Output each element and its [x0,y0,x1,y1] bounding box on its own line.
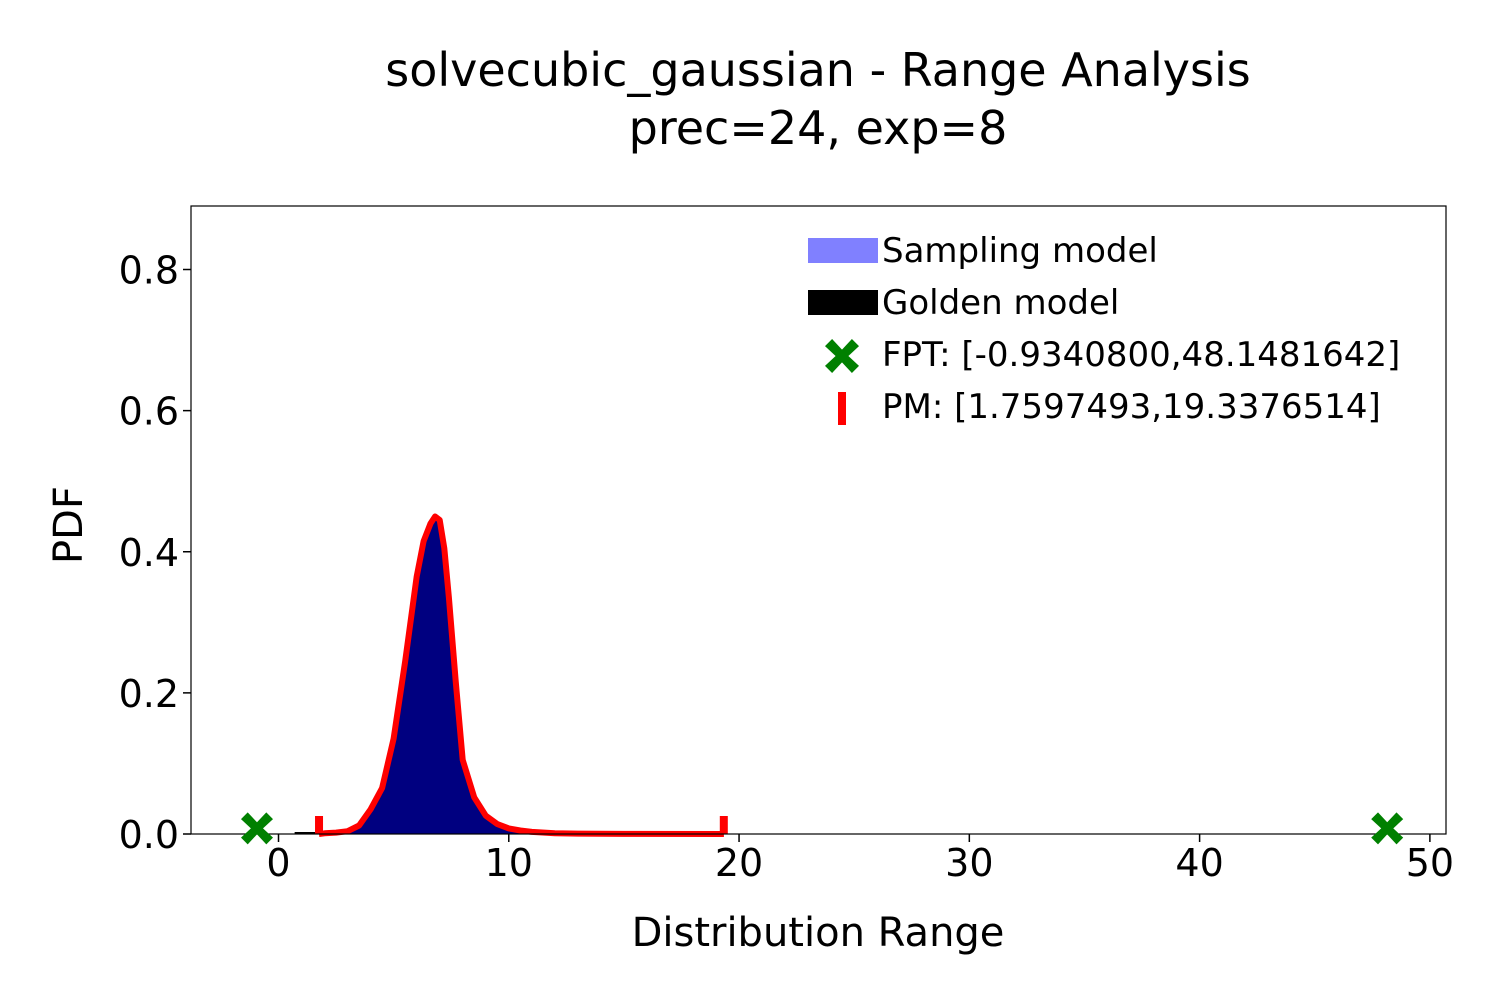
sampling-area [294,516,723,834]
x-tick-label: 50 [1406,841,1454,885]
chart-subtitle: prec=24, exp=8 [629,101,1008,155]
x-tick-label: 10 [485,841,533,885]
plot-area: 0 10 20 30 40 50 0.0 0.2 0.4 0.6 0.8 [119,205,1454,885]
y-tick-label: 0.8 [119,249,179,293]
x-axis-label: Distribution Range [632,910,1005,956]
fpt-marker-min [241,812,273,845]
pm-curve [318,513,724,837]
x-tick-label: 40 [1175,841,1223,885]
x-tick-label: 0 [266,841,290,885]
y-tick-label: 0.6 [119,390,179,434]
pm-marker-max [719,816,728,834]
golden-area [294,516,723,834]
fpt-marker-max [1371,812,1404,845]
x-tick-label: 20 [715,841,763,885]
legend-swatch-sampling [808,238,878,263]
legend-label-pm: PM: [1.7597493,19.3376514] [882,387,1381,427]
legend-label-fpt: FPT: [-0.9340800,48.1481642] [882,335,1400,375]
x-tick-label: 30 [945,841,993,885]
y-tick-label: 0.0 [119,813,179,857]
y-tick-label: 0.4 [119,531,179,575]
legend-swatch-golden [808,290,878,315]
legend-marker-fpt [825,339,859,373]
legend-label-sampling: Sampling model [882,231,1158,271]
plot-frame [190,205,1447,835]
chart-title: solvecubic_gaussian - Range Analysis [385,43,1251,97]
y-tick-label: 0.2 [119,672,179,716]
legend-marker-pm [838,392,846,425]
pm-marker-min [315,816,324,834]
y-axis-label: PDF [46,486,92,564]
legend: Sampling model Golden model FPT: [-0.934… [808,231,1400,427]
legend-label-golden: Golden model [882,283,1119,323]
